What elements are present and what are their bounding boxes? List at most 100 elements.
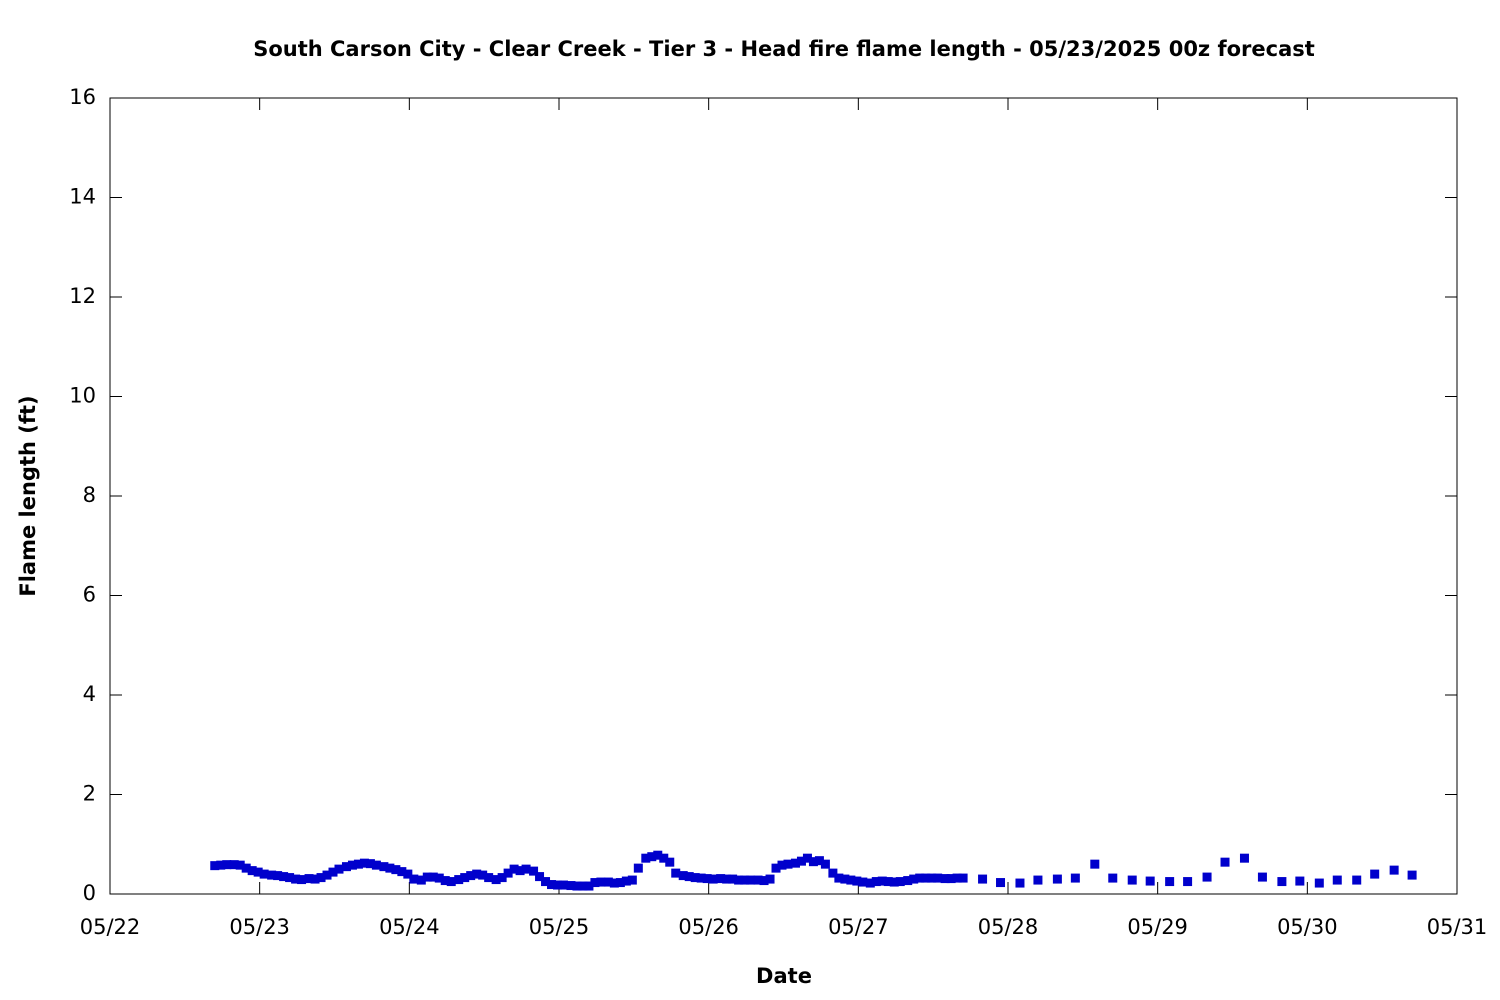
data-point	[678, 871, 688, 881]
data-point	[328, 867, 338, 877]
data-point	[596, 877, 606, 887]
data-point	[491, 875, 501, 885]
y-tick-label: 6	[83, 583, 96, 607]
y-tick-label: 8	[83, 483, 96, 507]
data-point	[478, 870, 488, 880]
data-point	[1202, 872, 1212, 882]
data-point	[391, 865, 401, 875]
x-tick-label: 05/30	[1277, 915, 1338, 939]
data-point	[222, 860, 232, 870]
data-point	[1183, 877, 1193, 887]
data-point	[633, 863, 643, 873]
data-point	[1015, 878, 1025, 888]
data-point	[846, 875, 856, 885]
data-point	[379, 862, 389, 872]
data-point	[529, 866, 539, 876]
data-point	[428, 872, 438, 882]
data-point	[996, 878, 1006, 888]
data-point	[229, 860, 239, 870]
x-axis-label: Date	[756, 964, 812, 988]
data-point	[1033, 875, 1043, 885]
data-point	[615, 878, 625, 888]
data-point	[852, 876, 862, 886]
data-point	[484, 873, 494, 883]
data-point	[422, 872, 432, 882]
y-tick-label: 10	[69, 384, 96, 408]
data-point	[641, 853, 651, 863]
data-point	[746, 875, 756, 885]
x-tick-label: 05/25	[529, 915, 590, 939]
data-point	[253, 867, 263, 877]
data-point	[1108, 873, 1118, 883]
data-point	[858, 877, 868, 887]
data-point	[883, 877, 893, 887]
data-point	[590, 878, 600, 888]
data-point	[1332, 875, 1342, 885]
data-point	[558, 880, 568, 890]
x-tick-label: 05/27	[828, 915, 889, 939]
data-point	[310, 874, 320, 884]
data-point	[472, 869, 482, 879]
data-point	[397, 867, 407, 877]
data-point	[877, 876, 887, 886]
data-point	[541, 877, 551, 887]
data-point	[820, 859, 830, 869]
data-point	[1407, 870, 1417, 880]
data-point	[895, 877, 905, 887]
data-point	[241, 863, 251, 873]
data-point	[740, 875, 750, 885]
data-point	[828, 868, 838, 878]
y-tick-label: 2	[83, 782, 96, 806]
data-point	[665, 857, 675, 867]
data-point	[777, 860, 787, 870]
data-point	[440, 876, 450, 886]
data-point	[322, 870, 332, 880]
data-point	[434, 873, 444, 883]
data-point	[933, 873, 943, 883]
data-point	[627, 875, 637, 885]
data-point	[1145, 876, 1155, 886]
data-point	[365, 859, 375, 869]
data-point	[466, 871, 476, 881]
x-tick-label: 05/23	[229, 915, 290, 939]
x-tick-label: 05/29	[1127, 915, 1188, 939]
data-point	[921, 873, 931, 883]
data-point	[460, 873, 470, 883]
data-point	[416, 875, 426, 885]
data-point	[1295, 876, 1305, 886]
data-point	[521, 864, 531, 874]
data-point	[834, 873, 844, 883]
data-point	[247, 866, 257, 876]
data-point	[1090, 859, 1100, 869]
data-point	[547, 880, 557, 890]
data-point	[927, 873, 937, 883]
y-axis-label: Flame length (ft)	[16, 395, 40, 596]
data-point	[509, 864, 519, 874]
data-point	[659, 853, 669, 863]
data-point	[1389, 865, 1399, 875]
data-point	[840, 874, 850, 884]
data-point	[578, 881, 588, 891]
data-point	[1370, 869, 1380, 879]
data-point	[759, 876, 769, 886]
plot-frame	[109, 97, 1458, 895]
y-tick-label: 14	[69, 185, 96, 209]
data-point	[808, 857, 818, 867]
data-point	[316, 873, 326, 883]
data-point	[304, 874, 314, 884]
data-point	[796, 856, 806, 866]
data-point	[347, 860, 357, 870]
data-point	[1070, 873, 1080, 883]
data-point	[446, 877, 456, 887]
x-tick-label: 05/24	[379, 915, 440, 939]
data-point	[940, 874, 950, 884]
data-point	[716, 874, 726, 884]
data-point	[952, 873, 962, 883]
chart-title: South Carson City - Clear Creek - Tier 3…	[253, 37, 1315, 61]
data-point	[273, 871, 283, 881]
data-point	[909, 874, 919, 884]
y-tick-label: 16	[69, 85, 96, 109]
data-point	[802, 853, 812, 863]
data-point	[946, 874, 956, 884]
data-point	[535, 872, 545, 882]
